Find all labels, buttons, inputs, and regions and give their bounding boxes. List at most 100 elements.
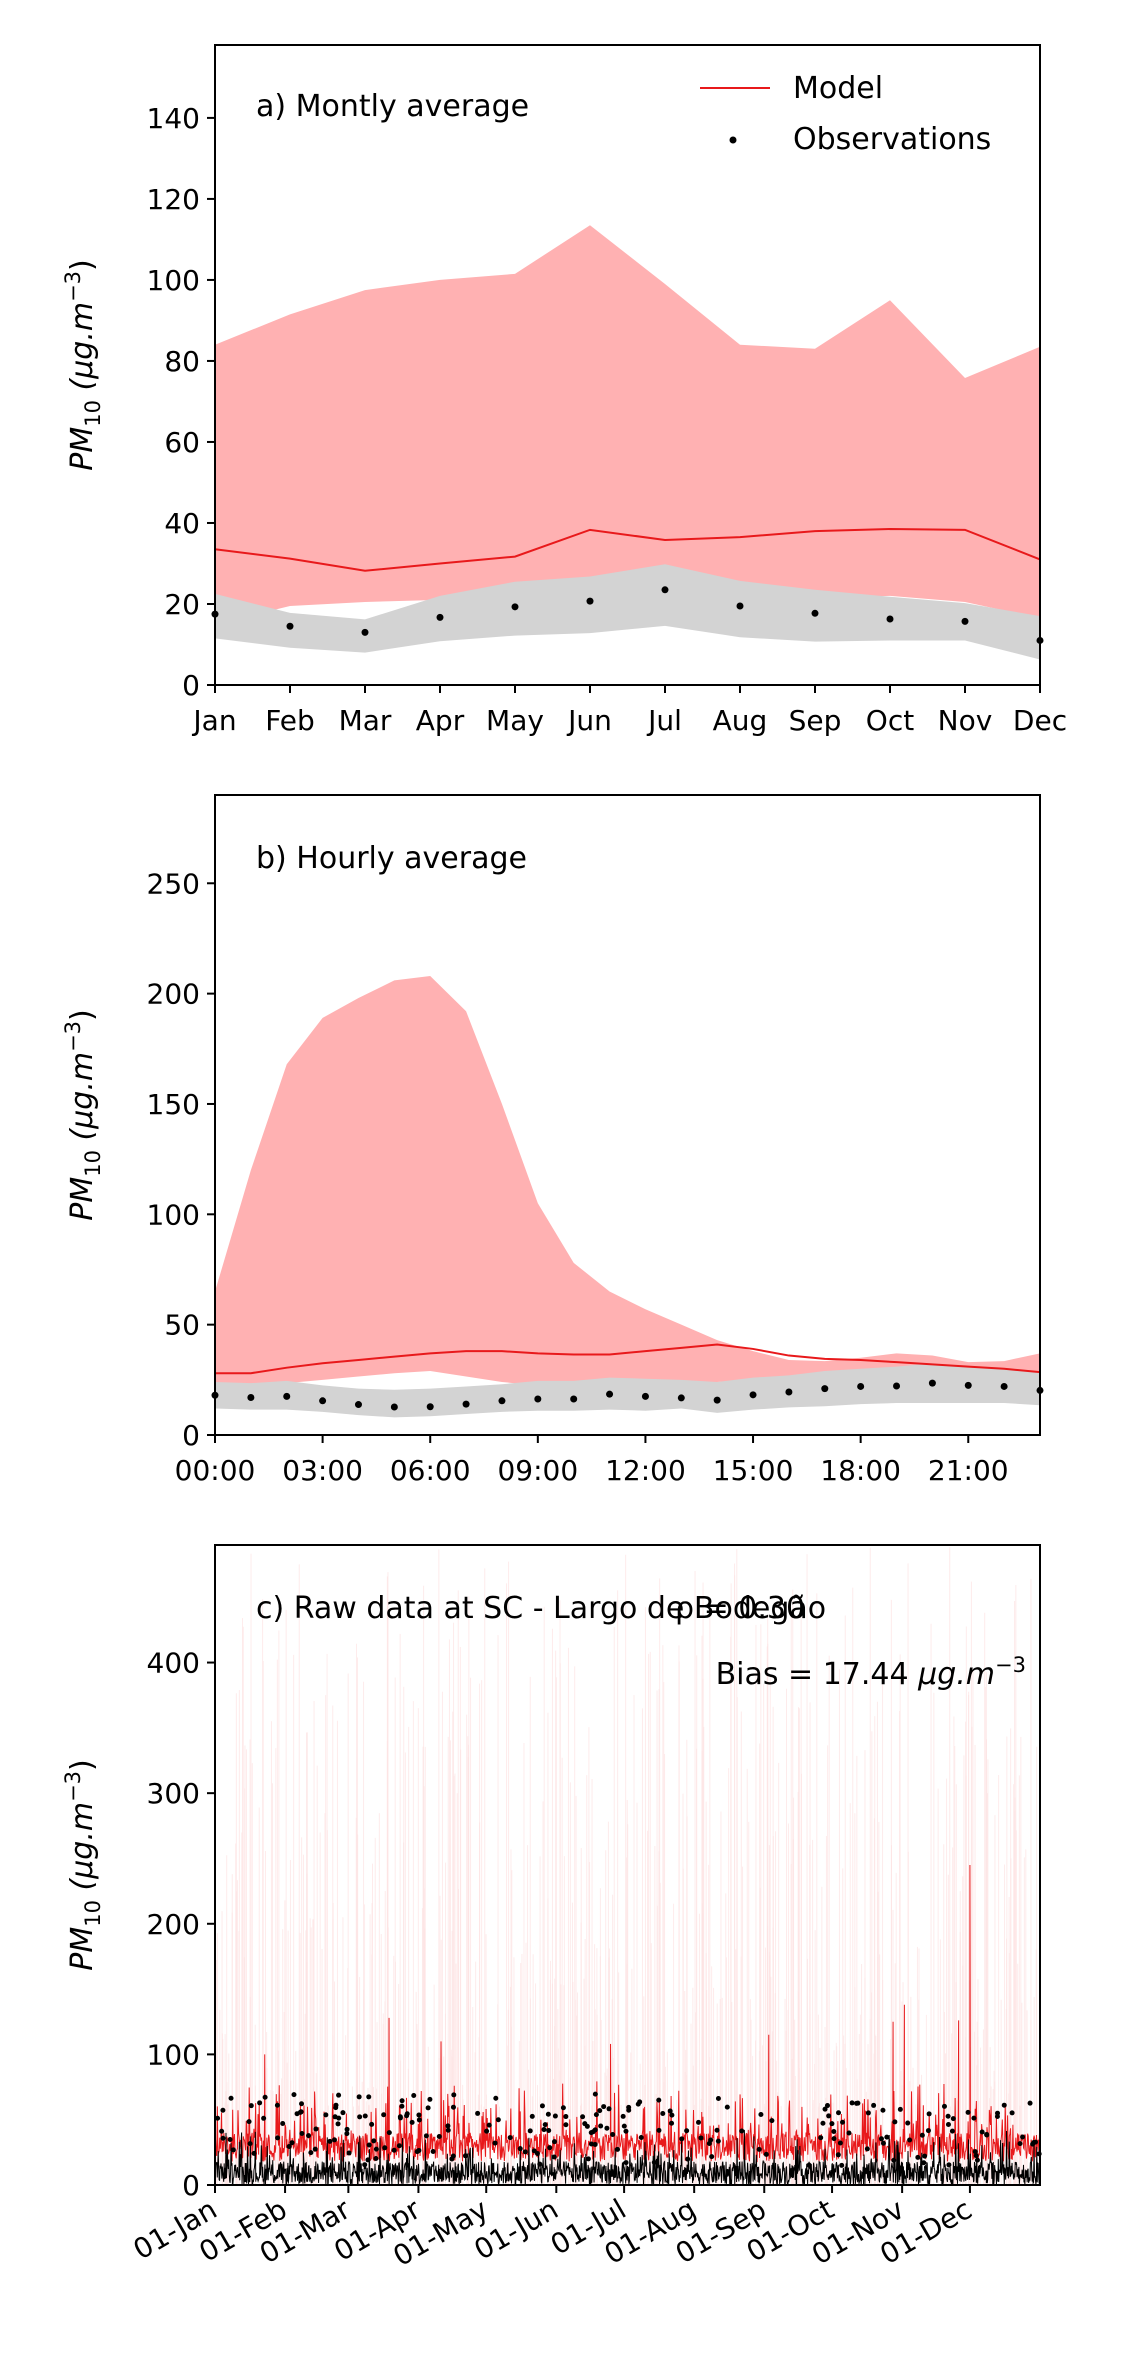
observation-point [835,2152,841,2158]
x-tick-label: Feb [265,704,315,737]
observation-point [399,2098,405,2104]
observation-point [475,2110,481,2116]
raw-plot-frame [214,1544,1041,2186]
observation-point [426,1403,434,1411]
raw-model-series [214,1864,1041,2163]
observation-point [769,2118,775,2124]
observation-point [298,2109,304,2115]
x-tick-label: 18:00 [820,1454,901,1487]
observation-point [604,2125,610,2131]
x-tick-label: Dec [1013,704,1067,737]
observation-point [656,2097,662,2103]
observation-point [610,2132,616,2138]
observation-point [915,2154,921,2160]
x-tick-label: 21:00 [928,1454,1009,1487]
hourly-x-ticks: 00:00 03:00 06:00 09:00 12:00 15:00 18:00 21:00 [175,1435,1009,1487]
observation-point [427,2096,433,2102]
observation-point [331,2137,337,2143]
observation-point [820,2120,826,2126]
monthly-y-axis-label: PM10 (μg.m−3) [61,259,105,471]
x-tick-label: 00:00 [175,1454,256,1487]
observation-point [333,2105,339,2111]
observation-point [698,2135,704,2141]
y-tick-label: 40 [164,507,200,540]
raw-model-spread [216,1547,1040,2185]
observation-point [495,2117,501,2123]
observation-point [1009,2110,1015,2116]
observation-point [961,617,969,625]
observation-point [275,2135,281,2141]
observation-point [667,2108,673,2114]
y-tick-label: 100 [147,1198,200,1231]
x-tick-label: Apr [416,704,465,737]
y-tick-label: 250 [147,867,200,900]
observation-point [836,2110,842,2116]
observation-point [713,1396,721,1404]
observation-point [416,2147,422,2153]
observation-point [492,2140,498,2146]
observation-point [332,2114,338,2120]
observation-point [534,1395,542,1403]
observation-point [855,2100,861,2106]
observation-point [878,2136,884,2142]
observation-point [381,2112,387,2118]
observation-point [230,2147,236,2153]
monthly-plot-frame [214,44,1041,686]
observation-point [262,2094,268,2100]
observation-point [312,2146,318,2152]
observation-point [247,1393,255,1401]
monthly-observation-points [211,586,1044,644]
observation-point [445,2123,451,2129]
observation-point [246,2119,252,2125]
observation-point [227,2137,233,2143]
observation-point [344,2126,350,2132]
model-line [215,1343,1041,1375]
observation-point [965,2109,971,2115]
observation-point [971,2115,977,2121]
x-tick-label: May [486,704,544,737]
svg-text:PM10 (μg.m−3): PM10 (μg.m−3) [61,259,105,471]
observation-point [921,2160,927,2166]
model-range-band [215,975,1040,1387]
observation-point [527,2128,533,2134]
observation-point [724,2104,730,2110]
observation-point [570,1395,578,1403]
observation-point [1000,1382,1008,1390]
model-range-band [215,225,1040,625]
observation-point [529,2113,535,2119]
observation-point [884,2134,890,2140]
observation-point [361,628,369,636]
observation-point [974,2157,980,2163]
observation-point [598,2123,604,2129]
observation-point [552,2113,558,2119]
legend-observations-swatch [729,136,737,144]
observation-point [404,2113,410,2119]
observation-point [547,2145,553,2151]
observation-point [397,2115,403,2121]
y-tick-label: 0 [182,669,200,702]
observation-point [905,2120,911,2126]
observation-point [346,2150,352,2156]
x-tick-label: Sep [789,704,842,737]
monthly-y-ticks: 0 20 40 60 80 100 120 140 [147,102,215,702]
model-line [214,528,1041,572]
observation-point [228,2095,234,2101]
observation-point [563,2122,569,2128]
observation-point [592,2141,598,2147]
panel-monthly-average: 0 20 40 60 80 100 120 140 Jan Feb Mar Apr May Jun Jul… [61,44,1067,737]
model-raw-line [214,1864,1041,2163]
x-tick-label: Jul [646,704,682,737]
observation-point [822,2106,828,2112]
correlation-annotation: ρ = 0.30 [675,1591,805,1626]
y-tick-label: 300 [147,1777,200,1810]
observation-point [601,2104,607,2110]
observation-point [220,2107,226,2113]
x-tick-label: 09:00 [497,1454,578,1487]
observation-point [821,1385,829,1393]
hourly-y-ticks: 0 50 100 150 200 250 [147,867,215,1452]
observation-point [551,2139,557,2145]
observation-point [436,613,444,621]
observation-point [749,1391,757,1399]
observation-point [283,1392,291,1400]
y-tick-label: 0 [182,1419,200,1452]
